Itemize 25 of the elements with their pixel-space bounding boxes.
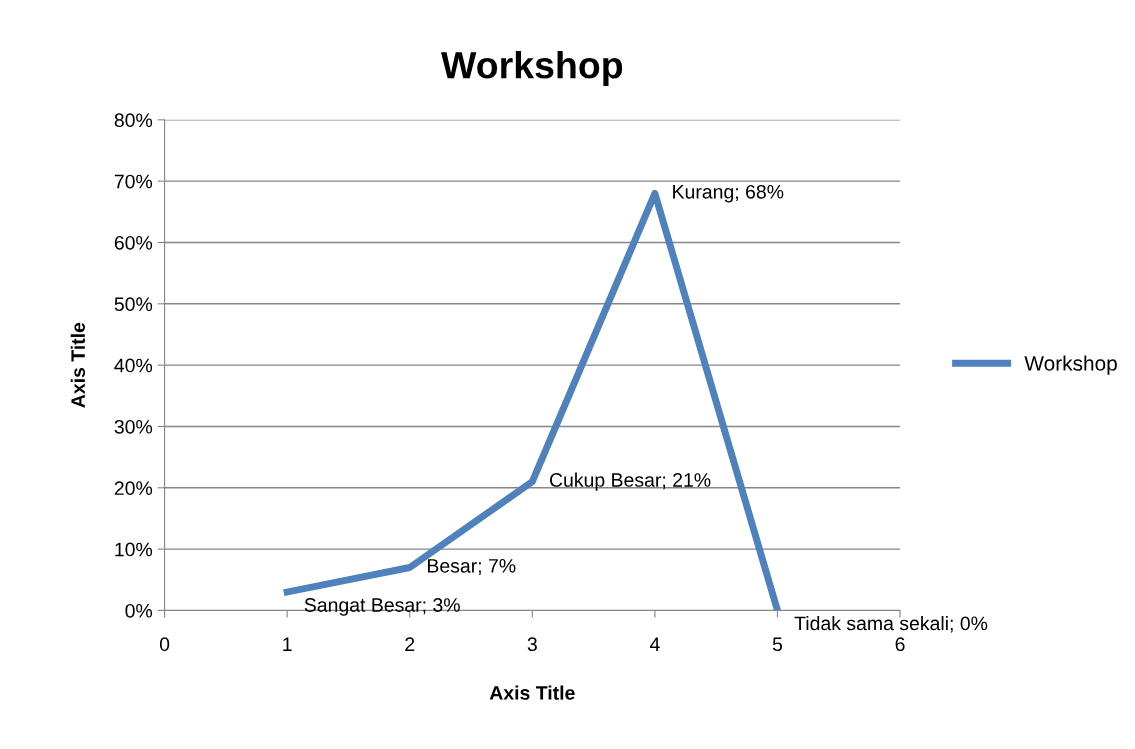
x-tick-label: 4 [649,637,660,651]
x-tick-label: 3 [527,637,537,652]
x-tick-label: 1 [283,637,292,651]
legend-label: Workshop [1024,355,1117,375]
data-label: Tidak sama sekali; 0% [794,615,988,633]
x-tick-label: 5 [772,637,783,652]
y-tick-label: 70% [114,174,153,189]
data-label: Kurang; 68% [673,184,784,203]
y-tick-label: 40% [114,358,153,373]
y-tick-label: 80% [114,113,153,128]
data-label: Besar; 7% [428,559,516,576]
data-label: Sangat Besar; 3% [304,598,460,616]
x-tick-label: 2 [405,637,415,651]
y-tick-label: 30% [114,419,153,434]
y-tick-label: 50% [114,297,153,312]
data-label: Cukup Besar; 21% [549,472,711,491]
y-tick-label: 20% [114,481,153,496]
y-tick-label: 0% [125,603,153,618]
x-tick-label: 6 [895,637,905,652]
x-axis-title: Axis Title [489,685,575,700]
chart-title: Workshop [441,51,623,86]
y-tick-label: 10% [115,542,153,557]
y-tick-label: 60% [114,235,153,250]
x-tick-label: 0 [159,637,170,652]
y-axis-title: Axis Title [70,322,86,408]
